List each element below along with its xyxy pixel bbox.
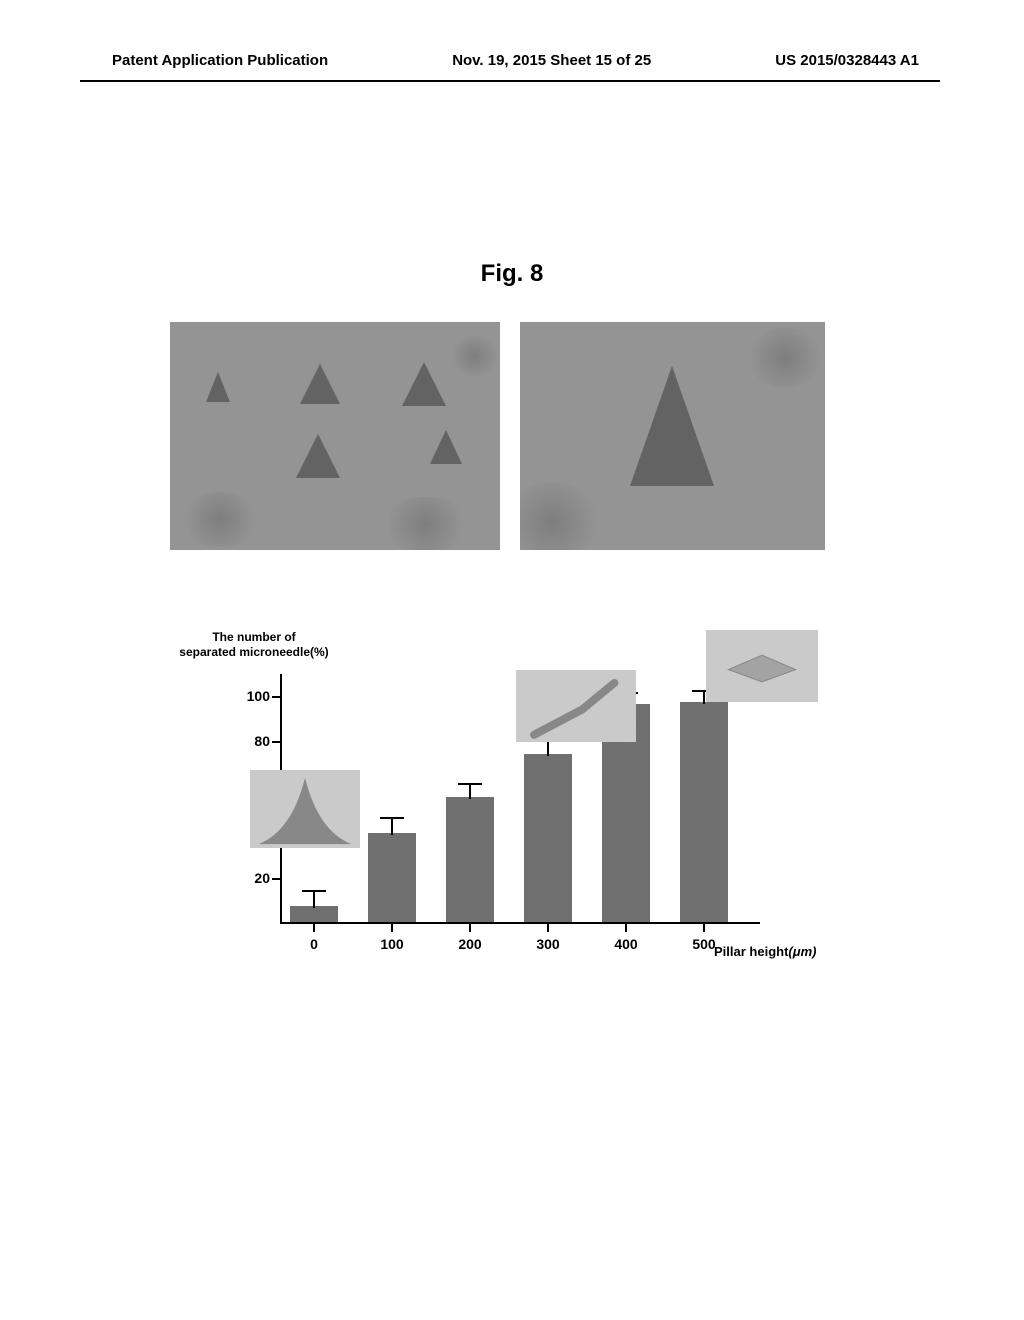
header-center: Nov. 19, 2015 Sheet 15 of 25 — [452, 52, 651, 69]
y-tick — [272, 741, 280, 743]
x-tick-label: 300 — [525, 936, 571, 952]
x-tick — [391, 924, 393, 932]
x-tick — [703, 924, 705, 932]
top-image-row — [170, 322, 825, 550]
blur-spot — [380, 497, 470, 550]
microneedle-silhouette — [206, 372, 230, 402]
bar — [368, 833, 416, 922]
error-cap — [380, 817, 404, 819]
chart-inset-image — [706, 630, 818, 702]
error-bar — [469, 783, 471, 799]
inset-shape — [250, 770, 360, 848]
ylabel-line2: separated microneedle(%) — [179, 645, 328, 659]
x-axis — [280, 922, 760, 924]
microneedle-silhouette — [296, 434, 340, 478]
x-tick — [625, 924, 627, 932]
y-tick-label: 20 — [236, 870, 270, 886]
blur-spot — [745, 328, 825, 388]
error-bar — [391, 817, 393, 835]
microneedle-silhouette — [630, 366, 714, 486]
y-tick-label: 100 — [236, 688, 270, 704]
x-tick-label: 400 — [603, 936, 649, 952]
error-cap — [302, 890, 326, 892]
blur-spot — [180, 492, 260, 547]
xlabel-unit: (μm) — [788, 944, 816, 959]
x-tick — [469, 924, 471, 932]
error-bar — [547, 740, 549, 756]
y-tick-label: 80 — [236, 733, 270, 749]
chart-inset-image — [516, 670, 636, 742]
x-tick-label: 100 — [369, 936, 415, 952]
error-cap — [458, 783, 482, 785]
error-bar — [313, 890, 315, 908]
sem-image-right — [520, 322, 825, 550]
bar — [680, 702, 728, 922]
patent-header: Patent Application Publication Nov. 19, … — [0, 52, 1024, 69]
inset-shape — [706, 630, 818, 702]
chart-inset-image — [250, 770, 360, 848]
header-right: US 2015/0328443 A1 — [775, 52, 919, 69]
bar — [290, 906, 338, 922]
y-tick — [272, 878, 280, 880]
chart-xlabel: Pillar height(μm) — [714, 944, 816, 959]
chart-plot-area: 204060801000100200300400500 — [280, 674, 760, 924]
figure-label: Fig. 8 — [0, 260, 1024, 288]
chart-ylabel: The number of separated microneedle(%) — [164, 630, 344, 660]
x-tick-label: 200 — [447, 936, 493, 952]
inset-shape — [516, 670, 636, 742]
xlabel-text: Pillar height — [714, 944, 788, 959]
bar — [524, 754, 572, 922]
x-tick-label: 0 — [291, 936, 337, 952]
x-tick — [547, 924, 549, 932]
bar — [446, 797, 494, 922]
ylabel-line1: The number of — [212, 630, 295, 644]
y-tick — [272, 696, 280, 698]
sem-image-left — [170, 322, 500, 550]
microneedle-silhouette — [430, 430, 462, 464]
microneedle-silhouette — [300, 364, 340, 404]
error-bar — [703, 690, 705, 704]
blur-spot — [450, 336, 500, 376]
x-tick — [313, 924, 315, 932]
bar-chart: The number of separated microneedle(%) 2… — [190, 632, 820, 992]
header-left: Patent Application Publication — [112, 52, 328, 69]
header-rule — [80, 80, 940, 82]
microneedle-silhouette — [402, 362, 446, 406]
